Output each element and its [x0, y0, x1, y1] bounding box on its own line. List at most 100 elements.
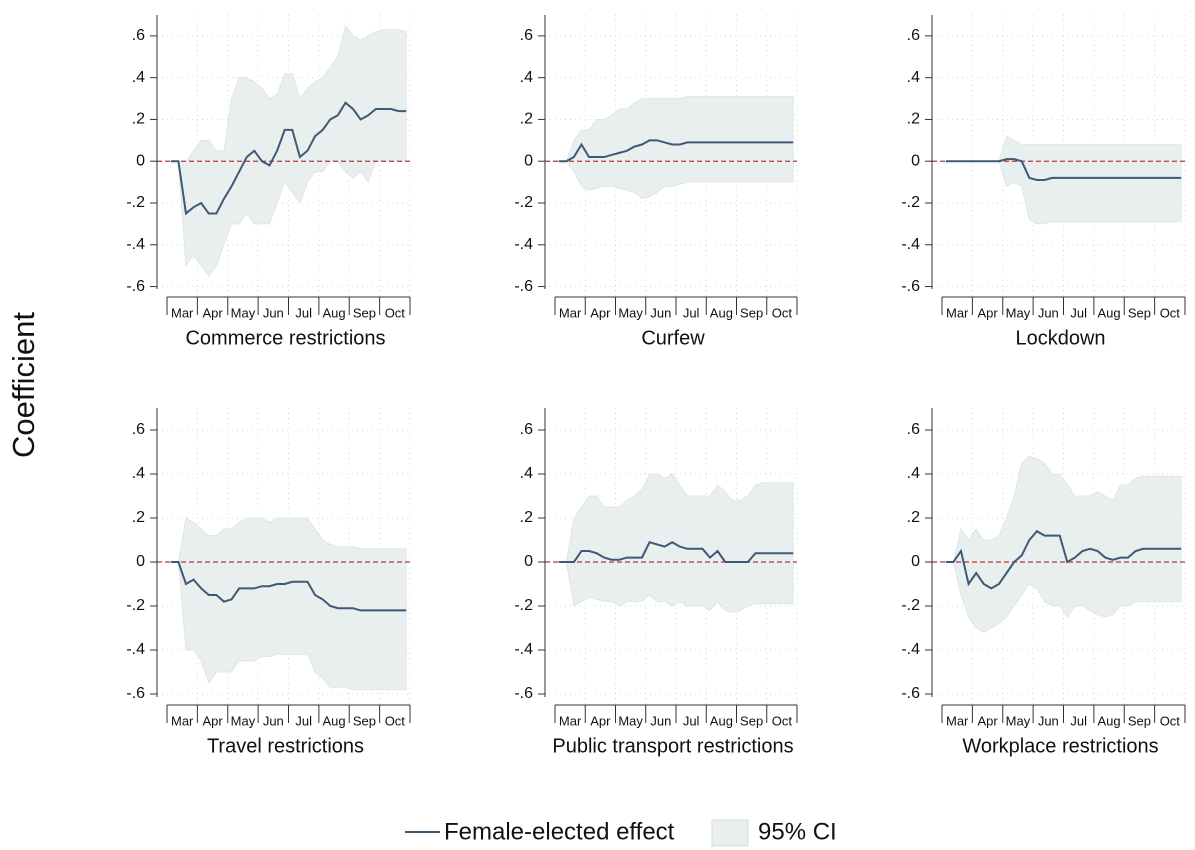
- x-tick-label: Jul: [1070, 305, 1087, 320]
- x-tick-label: Aug: [322, 305, 345, 320]
- x-tick-label: Sep: [740, 305, 763, 320]
- x-tick-label: Oct: [772, 305, 793, 320]
- y-tick-label: -.4: [126, 641, 145, 658]
- x-tick-label: Jun: [650, 713, 671, 728]
- panel-title: Curfew: [641, 327, 705, 349]
- y-tick-label: .6: [907, 27, 920, 44]
- legend-label: 95% CI: [758, 818, 837, 845]
- y-tick-label: -.4: [901, 236, 920, 253]
- x-tick-label: Mar: [946, 713, 969, 728]
- x-tick-label: Apr: [590, 305, 611, 320]
- x-tick-label: May: [1006, 713, 1031, 728]
- x-tick-label: Jul: [1070, 713, 1087, 728]
- y-tick-label: .4: [132, 69, 145, 86]
- y-tick-label: .2: [520, 509, 533, 526]
- y-tick-label: -.6: [126, 685, 145, 702]
- x-tick-label: Jun: [263, 713, 284, 728]
- y-tick-label: -.6: [901, 278, 920, 295]
- ci-band: [170, 24, 407, 277]
- y-tick-label: 0: [524, 553, 533, 570]
- y-tick-label: .4: [907, 465, 920, 482]
- x-tick-label: Mar: [559, 713, 582, 728]
- x-tick-label: May: [618, 713, 643, 728]
- y-tick-label: -.2: [901, 597, 920, 614]
- x-tick-label: Sep: [353, 713, 376, 728]
- y-tick-label: .2: [132, 509, 145, 526]
- x-tick-label: Jun: [263, 305, 284, 320]
- x-tick-label: Jul: [683, 305, 700, 320]
- x-tick-label: Mar: [946, 305, 969, 320]
- y-tick-label: .4: [520, 465, 533, 482]
- x-tick-label: Aug: [710, 305, 733, 320]
- effect-line: [945, 158, 1182, 182]
- y-tick-label: -.4: [901, 641, 920, 658]
- effect-line: [558, 541, 794, 563]
- panel-title: Lockdown: [1015, 327, 1105, 349]
- effect-line: [945, 529, 1182, 590]
- x-tick-label: Apr: [977, 713, 998, 728]
- y-tick-label: -.6: [126, 278, 145, 295]
- panel: .6 .4 .2 0 -.2 -.4 -.6 Mar Apr May Jun Jul Aug Sep Oct…: [514, 15, 798, 349]
- x-tick-label: Jul: [683, 713, 700, 728]
- y-tick-label: -.6: [514, 685, 533, 702]
- y-tick-label: 0: [524, 152, 533, 169]
- x-tick-label: Sep: [1128, 713, 1151, 728]
- y-tick-label: 0: [136, 553, 145, 570]
- x-tick-label: Jul: [295, 713, 312, 728]
- y-tick-label: -.2: [126, 597, 145, 614]
- panel-title: Workplace restrictions: [962, 735, 1158, 757]
- panel: .6 .4 .2 0 -.2 -.4 -.6 Mar Apr May Jun Jul Aug Sep Oct…: [901, 15, 1186, 349]
- y-tick-label: 0: [911, 553, 920, 570]
- y-tick-label: .2: [132, 111, 145, 128]
- y-tick-label: -.2: [126, 194, 145, 211]
- panel: .6 .4 .2 0 -.2 -.4 -.6 Mar Apr May Jun Jul Aug Sep Oct…: [126, 408, 411, 757]
- x-tick-label: Jun: [1038, 305, 1059, 320]
- y-tick-label: .2: [520, 111, 533, 128]
- x-tick-label: Oct: [772, 713, 793, 728]
- x-tick-label: May: [618, 305, 643, 320]
- x-tick-label: Jun: [1038, 713, 1059, 728]
- y-tick-label: -.2: [514, 597, 533, 614]
- x-tick-label: Mar: [171, 713, 194, 728]
- y-tick-label: .4: [520, 69, 533, 86]
- y-tick-label: -.2: [514, 194, 533, 211]
- ci-band: [170, 517, 407, 690]
- y-tick-label: .6: [907, 421, 920, 438]
- x-tick-label: Sep: [353, 305, 376, 320]
- x-tick-label: Aug: [1097, 305, 1120, 320]
- y-tick-label: .6: [520, 421, 533, 438]
- x-tick-label: Apr: [202, 305, 223, 320]
- x-tick-label: Oct: [385, 305, 406, 320]
- x-tick-label: Jun: [650, 305, 671, 320]
- y-axis-label: Coefficient: [6, 312, 41, 458]
- x-tick-label: May: [231, 713, 256, 728]
- y-tick-label: -.4: [126, 236, 145, 253]
- y-tick-label: 0: [136, 152, 145, 169]
- legend-band-swatch: [711, 819, 749, 847]
- panel-title: Commerce restrictions: [185, 327, 385, 349]
- panel: .6 .4 .2 0 -.2 -.4 -.6 Mar Apr May Jun Jul Aug Sep Oct…: [514, 408, 798, 757]
- x-tick-label: Jul: [295, 305, 312, 320]
- x-tick-label: Mar: [171, 305, 194, 320]
- x-tick-label: May: [1006, 305, 1031, 320]
- x-tick-label: Aug: [1097, 713, 1120, 728]
- panel: .6 .4 .2 0 -.2 -.4 -.6 Mar Apr May Jun Jul Aug Sep Oct…: [901, 408, 1186, 757]
- y-tick-label: -.6: [514, 278, 533, 295]
- y-tick-label: 0: [911, 152, 920, 169]
- y-tick-label: -.2: [901, 194, 920, 211]
- x-tick-label: Oct: [1160, 713, 1181, 728]
- x-tick-label: Aug: [710, 713, 733, 728]
- y-tick-label: -.4: [514, 641, 533, 658]
- effect-line: [170, 561, 407, 612]
- x-tick-label: Apr: [977, 305, 998, 320]
- legend-label: Female-elected effect: [444, 818, 675, 845]
- y-tick-label: -.6: [901, 685, 920, 702]
- x-tick-label: Apr: [202, 713, 223, 728]
- y-tick-label: .4: [132, 465, 145, 482]
- y-tick-label: -.4: [514, 236, 533, 253]
- ci-band: [558, 96, 794, 200]
- panel-title: Travel restrictions: [207, 735, 364, 757]
- effect-line: [170, 101, 407, 216]
- x-tick-label: Oct: [1160, 305, 1181, 320]
